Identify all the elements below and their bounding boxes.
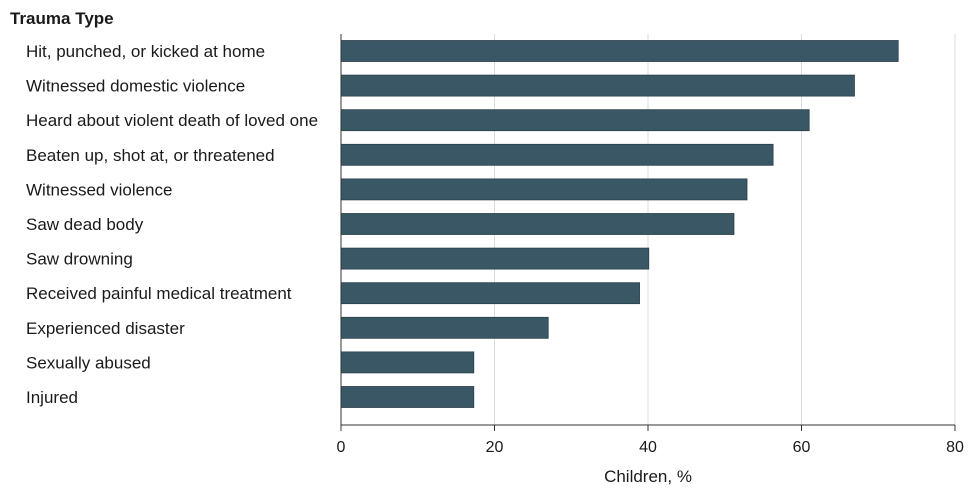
x-tick-label: 80 xyxy=(946,439,964,456)
category-label: Witnessed violence xyxy=(26,180,172,199)
bar xyxy=(340,316,549,339)
x-tick-label: 40 xyxy=(639,439,657,456)
bar xyxy=(340,247,650,270)
category-label: Hit, punched, or kicked at home xyxy=(26,42,265,61)
bar xyxy=(340,386,475,408)
x-tick-label: 60 xyxy=(793,439,811,456)
x-tick-label: 20 xyxy=(486,439,504,456)
category-label: Heard about violent death of loved one xyxy=(26,111,318,130)
bar xyxy=(340,282,640,305)
x-axis-title: Children, % xyxy=(604,467,692,486)
category-label: Experienced disaster xyxy=(26,319,185,338)
category-label: Witnessed domestic violence xyxy=(26,77,245,96)
bars xyxy=(340,40,899,408)
x-axis-ticks: 0 20 40 60 80 xyxy=(337,425,964,456)
category-labels: Hit, punched, or kicked at home Witnessed… xyxy=(26,42,318,407)
bar xyxy=(340,213,735,235)
category-label: Received painful medical treatment xyxy=(26,284,292,303)
bar xyxy=(340,74,855,97)
category-label: Beaten up, shot at, or threatened xyxy=(26,146,275,165)
bar xyxy=(340,143,774,166)
bar xyxy=(340,40,899,62)
x-tick-label: 0 xyxy=(337,439,346,456)
bar xyxy=(340,351,475,374)
category-label: Saw dead body xyxy=(26,215,144,234)
category-label: Saw drowning xyxy=(26,250,133,269)
category-label: Sexually abused xyxy=(26,353,151,372)
bar xyxy=(340,178,748,201)
bar xyxy=(340,109,810,132)
category-axis-title: Trauma Type xyxy=(10,9,114,28)
category-label: Injured xyxy=(26,388,78,407)
